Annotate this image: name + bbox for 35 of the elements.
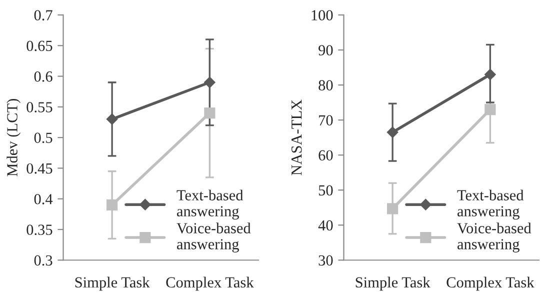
y-tick-label: 80 (318, 80, 333, 90)
y-tick-label: 40 (318, 220, 333, 231)
y-tick-label: 0.65 (26, 40, 52, 52)
y-tick-label: 90 (318, 45, 333, 56)
x-tick-label: Simple Task (356, 276, 430, 291)
y-tick-label: 0.4 (34, 194, 53, 204)
y-tick-label: 50 (318, 185, 333, 196)
point (106, 199, 118, 211)
point (386, 126, 398, 138)
y-tick-label: 0.7 (34, 10, 52, 20)
point (387, 203, 398, 214)
x-tick-label: Complex Task (166, 276, 254, 291)
point (484, 104, 496, 116)
y-tick-label: 60 (318, 150, 333, 161)
point (106, 114, 118, 125)
point (204, 107, 216, 119)
y-tick-label: 100 (312, 10, 333, 20)
y-tick-label: 0.35 (26, 224, 52, 235)
y-tick-label: 0.3 (34, 255, 52, 266)
point (204, 76, 216, 88)
y-tick-label: 0.6 (34, 71, 52, 82)
legend-label: Text-based answering (457, 190, 524, 220)
y-axis-title: Mdev (LCT) (6, 98, 21, 176)
y-tick-label: 0.55 (26, 102, 52, 112)
x-tick-label: Complex Task (446, 276, 534, 291)
legend-label: Voice-based answering (176, 222, 251, 252)
x-tick-label: Simple Task (75, 276, 150, 291)
y-tick-label: 0.5 (34, 132, 52, 144)
y-axis-title: NASA-TLX (291, 100, 302, 176)
legend-label: Text-based answering (176, 190, 244, 220)
legend-label: Voice-based answering (457, 222, 532, 252)
y-tick-label: 0.45 (26, 163, 52, 174)
y-tick-label: 70 (319, 115, 333, 126)
y-tick-label: 30 (318, 255, 333, 266)
point (484, 68, 496, 80)
